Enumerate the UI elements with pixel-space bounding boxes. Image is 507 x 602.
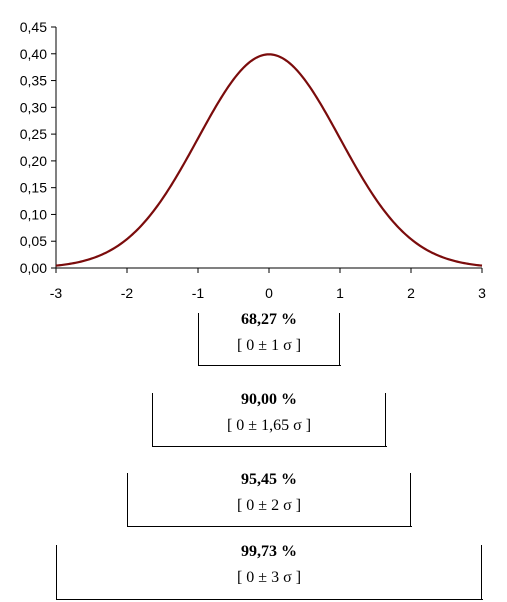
interval-range: [ 0 ± 1 σ ] [236,337,302,354]
bracket-bottom-line [198,365,341,366]
bracket-left-line [198,313,199,366]
bracket-bottom-line [127,526,412,527]
y-tick-label: 0,40 [20,46,47,62]
x-tick-label: -3 [50,285,63,301]
density-curve-line [55,53,483,267]
interval-percent: 95,45 % [241,471,297,488]
y-tick-label: 0,00 [20,260,47,276]
normal-distribution-chart: 0,00 0,05 0,10 0,15 0,20 0,25 0,30 0,35 0,40 0,45… [20,19,486,301]
y-tick-label: 0,45 [20,19,47,35]
interval-bracket: 95,45 % [ 0 ± 2 σ ] [127,471,412,527]
x-tick-label: 0 [265,285,273,301]
bracket-right-line [481,545,482,600]
x-tick-label: 3 [478,285,486,301]
y-tick-label: 0,10 [20,206,47,222]
interval-percent: 99,73 % [241,543,297,560]
bracket-left-line [56,545,57,600]
bracket-right-line [410,473,411,527]
interval-bracket: 90,00 % [ 0 ± 1,65 σ ] [152,391,387,447]
x-tick-label: -1 [192,285,205,301]
y-tick-label: 0,35 [20,73,47,89]
interval-bracket: 68,27 % [ 0 ± 1 σ ] [198,311,341,366]
bracket-bottom-line [152,446,387,447]
bracket-left-line [152,393,153,447]
bracket-left-line [127,473,128,527]
interval-range: [ 0 ± 1,65 σ ] [226,417,312,434]
bracket-right-line [385,393,386,447]
y-tick-label: 0,20 [20,153,47,169]
interval-percent: 68,27 % [241,311,297,328]
interval-range: [ 0 ± 2 σ ] [236,497,302,514]
y-tick-label: 0,05 [20,233,47,249]
interval-range: [ 0 ± 3 σ ] [236,569,302,586]
y-tick-label: 0,25 [20,126,47,142]
interval-percent: 90,00 % [241,391,297,408]
y-tick-label: 0,15 [20,180,47,196]
bracket-right-line [339,313,340,366]
x-tick-label: 1 [336,285,344,301]
x-tick-label: -2 [121,285,134,301]
x-tick-label: 2 [407,285,415,301]
interval-bracket: 99,73 % [ 0 ± 3 σ ] [56,543,483,600]
bracket-bottom-line [56,599,483,600]
y-tick-label: 0,30 [20,99,47,115]
